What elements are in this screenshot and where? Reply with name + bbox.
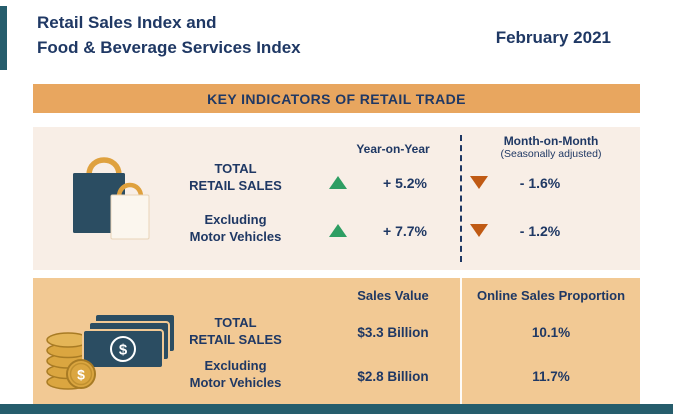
row-label-excluding-motor-vehicles: Excluding Motor Vehicles bbox=[163, 357, 308, 391]
yoy-column-header: Year-on-Year bbox=[356, 142, 430, 156]
row-label-line1: Excluding bbox=[204, 358, 267, 373]
yoy-value-excl-mv: + 7.7% bbox=[383, 223, 427, 239]
page-title-line2: Food & Beverage Services Index bbox=[37, 38, 301, 57]
online-proportion-column-header: Online Sales Proportion bbox=[476, 288, 626, 303]
section-banner: KEY INDICATORS OF RETAIL TRADE bbox=[33, 84, 640, 113]
mom-column-header-line2: (Seasonally adjusted) bbox=[500, 148, 602, 160]
row-label-line2: RETAIL SALES bbox=[189, 332, 282, 347]
footer-accent-bar bbox=[0, 404, 673, 414]
up-triangle-icon bbox=[329, 176, 347, 189]
page-title: Retail Sales Index and Food & Beverage S… bbox=[37, 10, 301, 60]
svg-text:$: $ bbox=[119, 342, 128, 359]
down-triangle-icon bbox=[470, 176, 488, 189]
row-label-total-retail-sales: TOTAL RETAIL SALES bbox=[163, 160, 308, 194]
header-accent-stripe bbox=[0, 6, 7, 70]
mom-column-header: Month-on-Month (Seasonally adjusted) bbox=[465, 134, 637, 161]
retail-indicators-panel: Year-on-Year Month-on-Month (Seasonally … bbox=[33, 127, 640, 270]
svg-text:$: $ bbox=[77, 367, 85, 383]
online-proportion-excl-mv: 11.7% bbox=[532, 369, 570, 384]
mom-value-total: - 1.6% bbox=[519, 175, 561, 191]
online-proportion-total: 10.1% bbox=[531, 325, 571, 340]
sales-value-column-header: Sales Value bbox=[357, 288, 429, 303]
sales-value-excl-mv: $2.8 Billion bbox=[357, 369, 429, 384]
mom-value-excl-mv: - 1.2% bbox=[519, 223, 561, 239]
down-triangle-icon bbox=[470, 224, 488, 237]
row-label-line2: Motor Vehicles bbox=[189, 375, 282, 390]
mom-column-header-line1: Month-on-Month bbox=[503, 134, 599, 148]
sales-values-panel: $ $ Sales Value Online Sales Proportion … bbox=[33, 278, 640, 404]
report-date: February 2021 bbox=[495, 28, 611, 47]
row-label-line2: Motor Vehicles bbox=[189, 229, 282, 244]
row-label-line2: RETAIL SALES bbox=[189, 178, 282, 193]
page-title-line1: Retail Sales Index and bbox=[37, 13, 217, 32]
row-label-line1: TOTAL bbox=[214, 161, 257, 176]
banner-title: KEY INDICATORS OF RETAIL TRADE bbox=[207, 90, 466, 107]
row-label-total-retail-sales: TOTAL RETAIL SALES bbox=[163, 314, 308, 348]
up-triangle-icon bbox=[329, 224, 347, 237]
sales-value-total: $3.3 Billion bbox=[357, 325, 429, 340]
yoy-value-total: + 5.2% bbox=[383, 175, 427, 191]
row-label-line1: TOTAL bbox=[214, 315, 257, 330]
column-divider-dashed bbox=[460, 135, 462, 262]
coins-and-banknotes-icon: $ $ bbox=[46, 313, 176, 390]
row-label-excluding-motor-vehicles: Excluding Motor Vehicles bbox=[163, 211, 308, 245]
shopping-bags-icon bbox=[73, 157, 150, 240]
column-divider-solid bbox=[460, 278, 462, 404]
row-label-line1: Excluding bbox=[204, 212, 267, 227]
